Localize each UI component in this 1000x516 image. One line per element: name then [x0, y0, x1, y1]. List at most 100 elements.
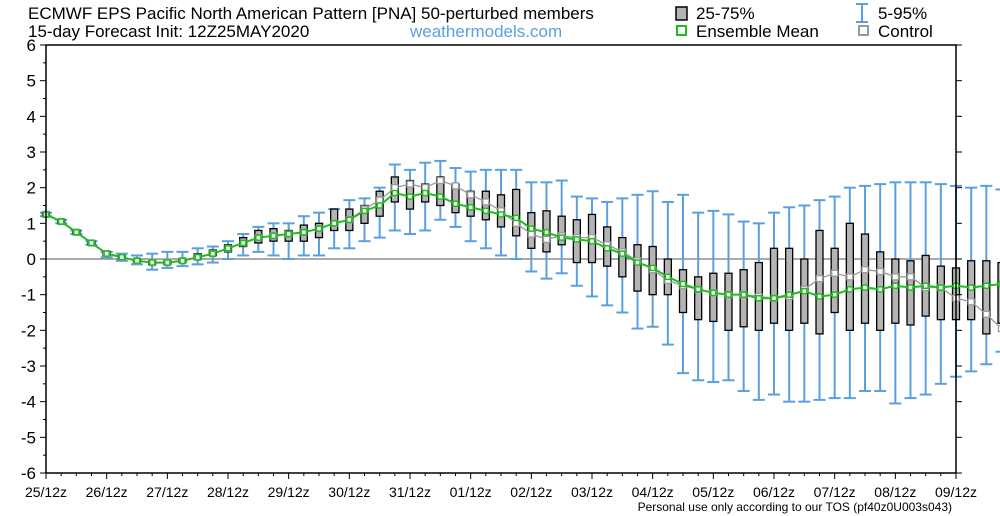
brand-label: weathermodels.com — [410, 22, 563, 41]
iqr-box — [936, 265, 945, 321]
iqr-box — [633, 244, 642, 292]
mean-marker — [876, 286, 884, 293]
y-tick-label: -4 — [21, 393, 36, 412]
footer-note: Personal use only according to our TOS (… — [637, 500, 952, 514]
legend-control-icon — [858, 25, 869, 36]
mean-marker — [983, 282, 990, 289]
mean-marker — [103, 250, 110, 257]
mean-marker — [785, 291, 793, 298]
iqr-box — [724, 272, 733, 331]
control-marker — [846, 273, 854, 281]
x-tick-label: 30/12z — [328, 484, 370, 500]
mean-marker — [725, 291, 732, 298]
mean-marker — [391, 189, 399, 197]
legend-iqr-icon — [675, 6, 688, 21]
mean-marker — [133, 257, 141, 265]
control-marker — [436, 176, 444, 185]
mean-marker — [816, 293, 823, 300]
legend-whisker-label: 5-95% — [878, 4, 928, 23]
control-marker — [982, 310, 990, 318]
x-tick-label: 26/12z — [86, 484, 128, 500]
x-tick-label: 04/12z — [632, 484, 674, 500]
x-tick-label: 29/12z — [268, 484, 310, 500]
mean-marker — [88, 239, 95, 247]
iqr-box — [678, 269, 688, 314]
control-marker — [406, 180, 414, 188]
mean-marker — [755, 294, 763, 302]
y-tick-label: 3 — [27, 143, 36, 162]
y-tick-label: 1 — [27, 214, 36, 233]
iqr-box — [982, 260, 991, 335]
x-tick-label: 28/12z — [207, 484, 249, 500]
control-marker — [876, 267, 884, 276]
mean-marker — [361, 207, 368, 215]
mean-marker — [300, 229, 308, 236]
mean-marker — [558, 234, 565, 241]
control-marker — [831, 269, 839, 277]
mean-marker — [649, 264, 656, 272]
chart-subtitle: 15-day Forecast Init: 12Z25MAY2020 — [28, 22, 310, 41]
mean-marker — [194, 253, 201, 261]
y-tick-label: -2 — [21, 321, 36, 340]
y-tick-label: 0 — [27, 250, 36, 269]
x-tick-label: 02/12z — [510, 484, 552, 500]
iqr-box — [618, 236, 627, 278]
mean-marker — [907, 284, 914, 291]
mean-marker — [406, 193, 414, 200]
mean-marker — [482, 207, 490, 215]
control-marker — [967, 298, 975, 306]
mean-marker — [801, 287, 808, 295]
mean-marker — [73, 229, 80, 236]
x-tick-label: 06/12z — [753, 484, 795, 500]
mean-marker — [255, 234, 262, 241]
legend-whisker-icon — [856, 3, 868, 23]
y-tick-label: -3 — [21, 357, 36, 376]
mean-marker — [922, 282, 929, 289]
mean-marker — [118, 253, 126, 261]
control-line — [45, 179, 1000, 329]
mean-marker — [209, 250, 217, 257]
y-tick-label: 5 — [27, 72, 36, 91]
legend-mean-label: Ensemble Mean — [696, 22, 819, 41]
iqr-box — [891, 258, 900, 324]
legend-iqr-label: 25-75% — [696, 4, 755, 23]
mean-marker — [148, 259, 156, 266]
y-tick-label: -6 — [21, 464, 36, 483]
mean-marker — [57, 218, 65, 225]
mean-marker — [346, 216, 353, 224]
y-tick-label: 2 — [27, 179, 36, 198]
control-marker — [891, 273, 899, 281]
iqr-box — [709, 272, 718, 323]
control-marker — [482, 198, 490, 206]
mean-marker — [543, 229, 550, 236]
mean-marker — [285, 230, 292, 238]
iqr-box — [906, 260, 915, 326]
legend-control-label: Control — [878, 22, 933, 41]
mean-marker — [679, 280, 687, 288]
x-tick-label: 07/12z — [814, 484, 856, 500]
mean-marker — [421, 189, 429, 197]
mean-marker — [892, 282, 899, 289]
control-marker — [451, 182, 460, 190]
mean-marker — [452, 200, 459, 207]
x-tick-label: 27/12z — [146, 484, 188, 500]
control-marker — [997, 324, 1000, 333]
iqr-box — [557, 215, 566, 246]
mean-marker — [967, 284, 975, 291]
iqr-box — [830, 247, 839, 314]
mean-marker — [315, 225, 323, 232]
control-marker — [542, 235, 551, 244]
x-tick-label: 05/12z — [692, 484, 734, 500]
x-tick-label: 09/12z — [935, 484, 977, 500]
mean-marker — [694, 286, 702, 293]
mean-marker — [270, 232, 277, 240]
legend-mean-icon — [676, 25, 687, 36]
control-marker — [906, 273, 915, 281]
mean-marker — [376, 202, 383, 209]
iqr-box — [785, 247, 794, 331]
control-marker — [861, 266, 869, 274]
mean-marker — [239, 239, 247, 247]
iqr-box — [997, 261, 1000, 324]
mean-marker — [619, 250, 626, 257]
